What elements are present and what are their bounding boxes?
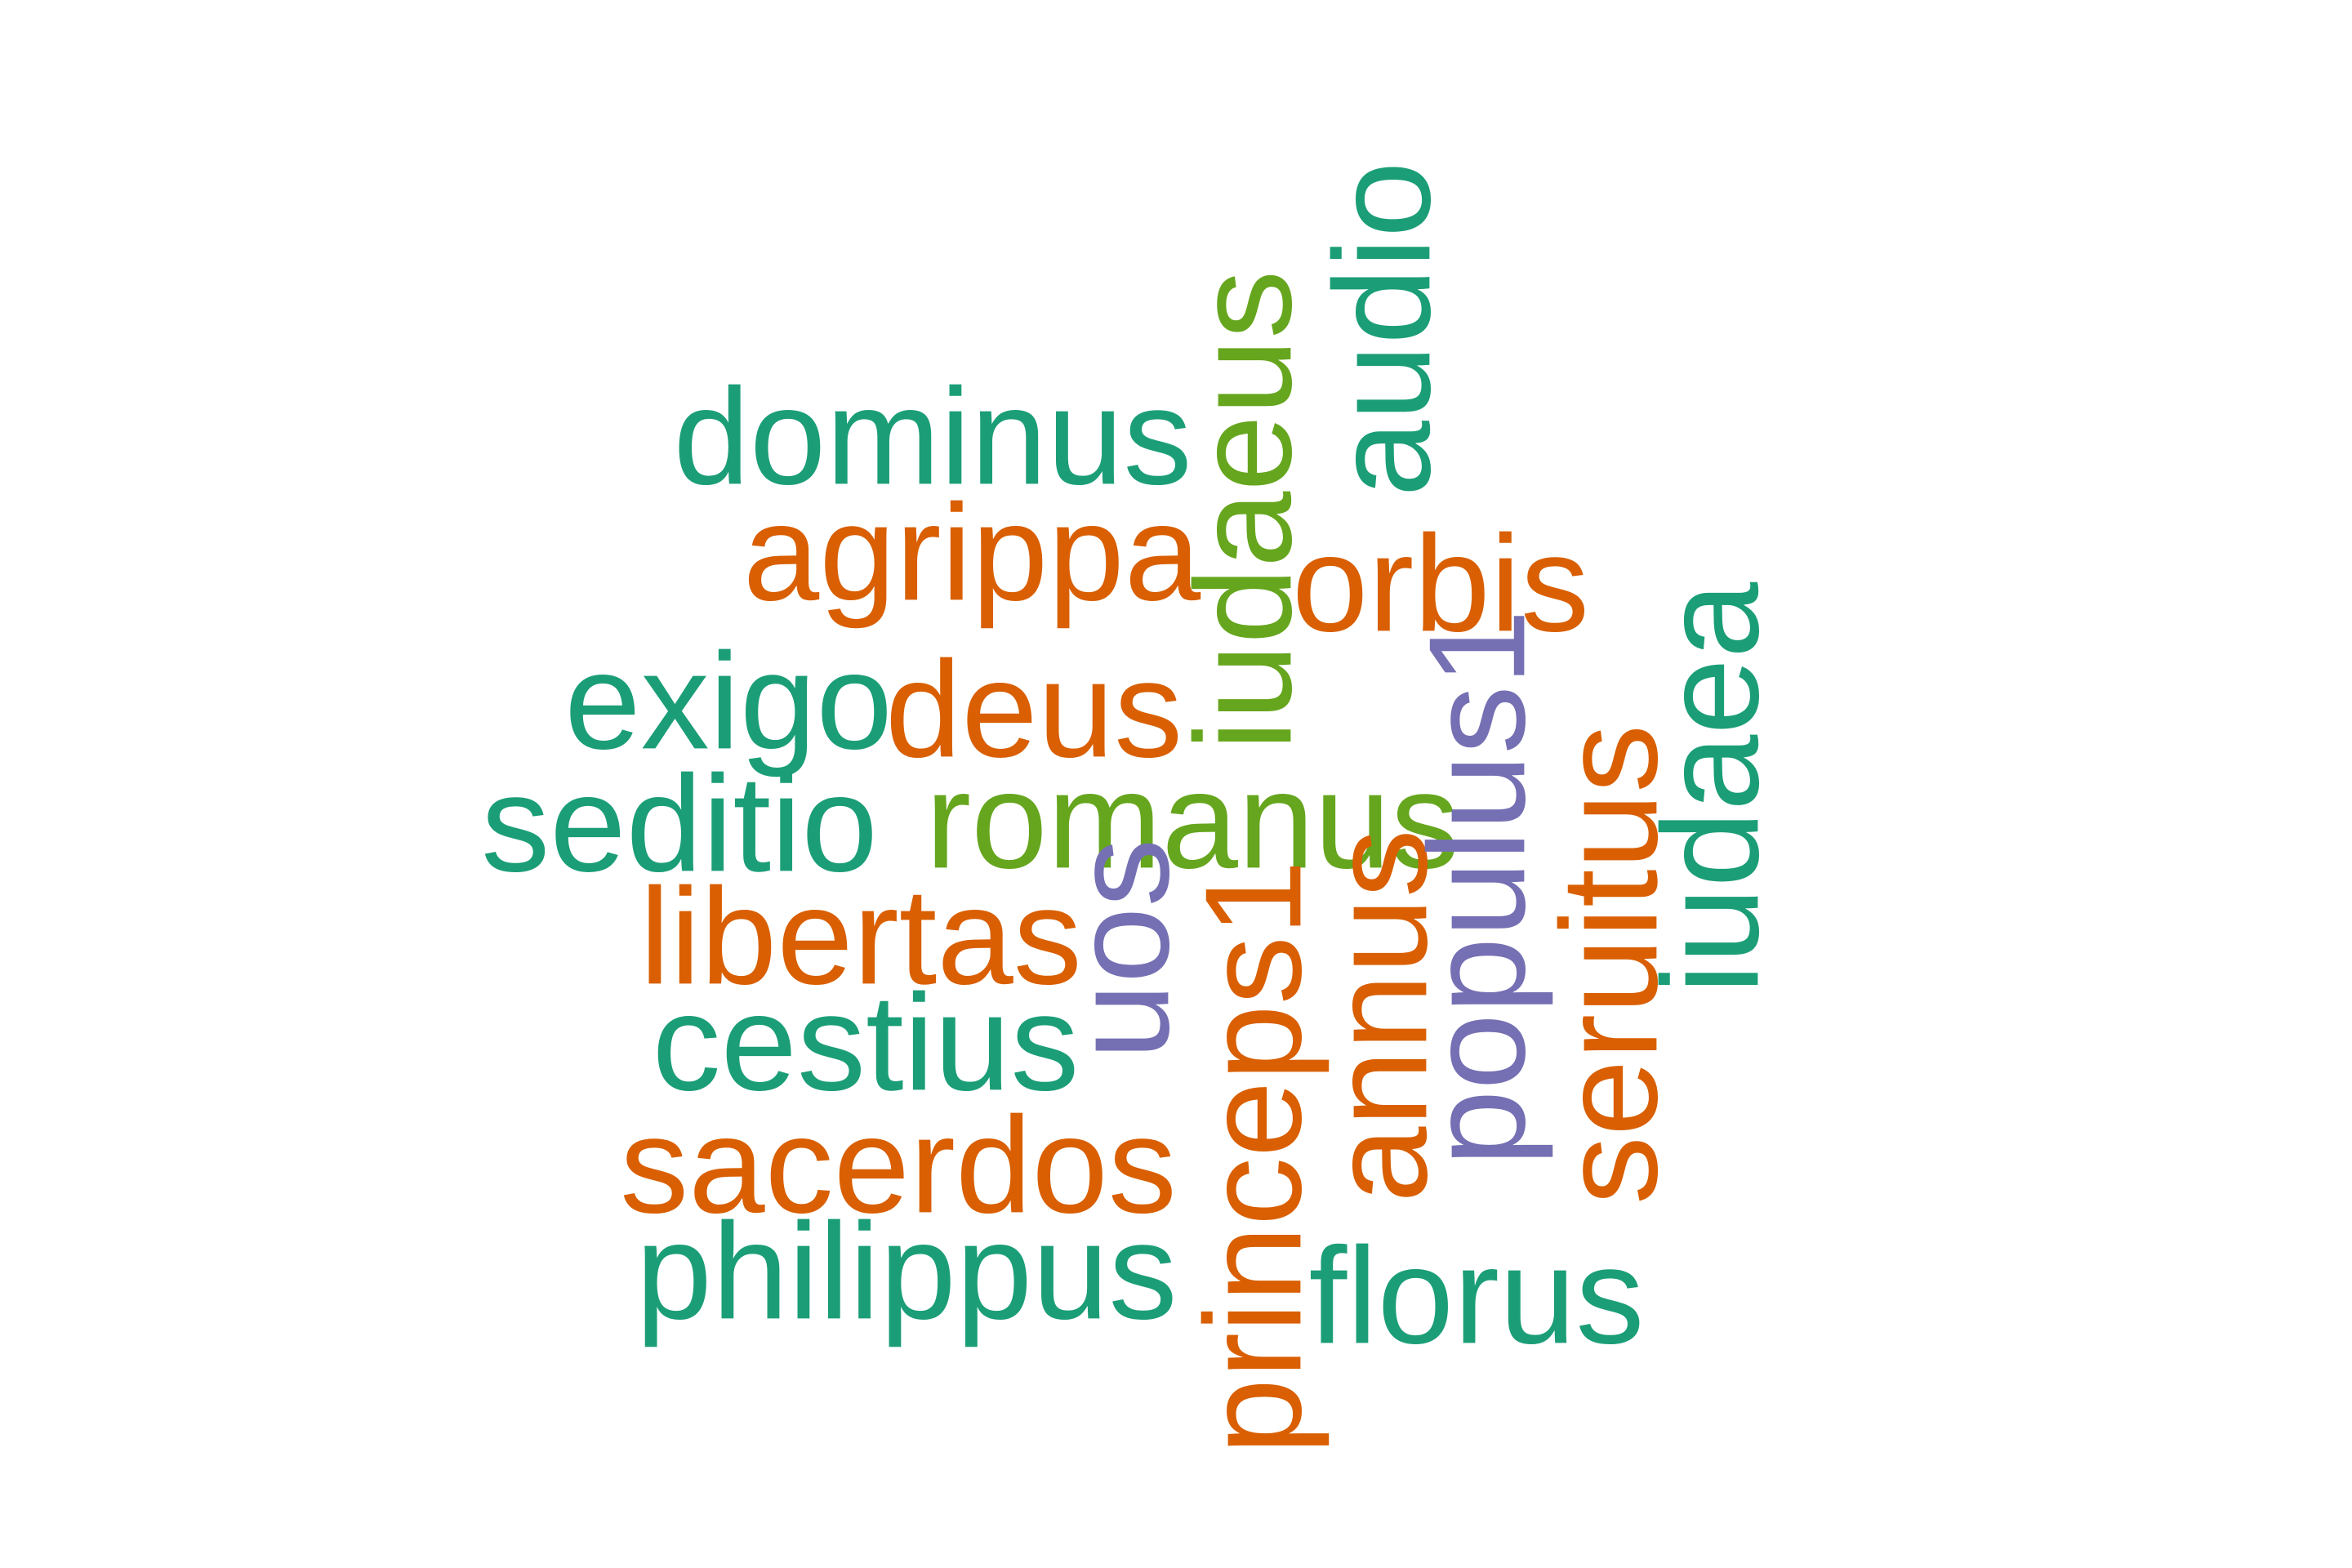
word-dominus: dominus [673, 359, 1192, 513]
word-audio: audio [1305, 161, 1459, 497]
word-philippus: philippus [635, 1194, 1177, 1348]
word-iudaeus: iudaeus [1166, 270, 1320, 751]
word-iudaea: iudaea [1633, 581, 1787, 994]
word-uos: uos [1044, 839, 1197, 1060]
word-orbis: orbis [1292, 506, 1589, 660]
word-florus: florus [1309, 1218, 1645, 1372]
word-romanus: romanus [925, 743, 1459, 897]
word-populus1: populus1 [1400, 609, 1553, 1166]
word-seruitus: seruitus [1532, 724, 1686, 1205]
word-sacerdos: sacerdos [620, 1088, 1177, 1241]
word-cestius: cestius [653, 965, 1080, 1119]
word-princeps1: princeps1 [1176, 860, 1330, 1454]
word-exigo: exigo [564, 624, 893, 777]
word-deus: deus [885, 632, 1183, 786]
word-annus: annus [1302, 829, 1455, 1203]
word-libertas: libertas [639, 859, 1082, 1013]
word-agrippa: agrippa [743, 475, 1201, 629]
word-seditio: seditio [481, 746, 878, 900]
